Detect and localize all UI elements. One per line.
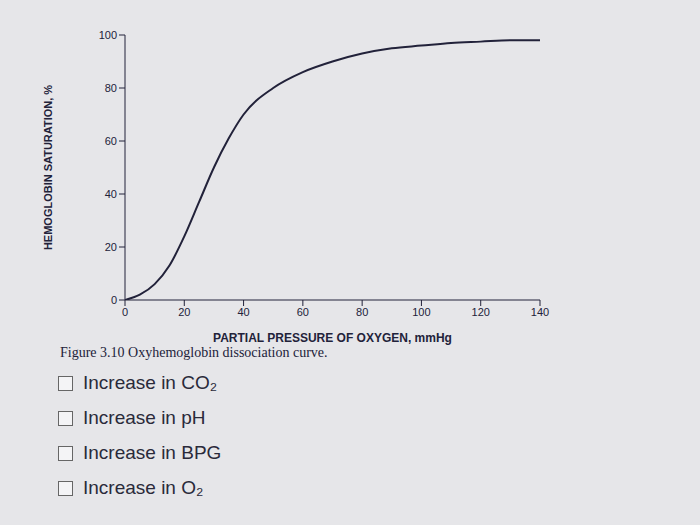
svg-text:80: 80 — [105, 82, 117, 94]
html-text:Increase in CO₂: Increase in CO₂ — [83, 372, 218, 393]
svg-text:80: 80 — [356, 306, 368, 318]
svg-text:60: 60 — [297, 306, 309, 318]
html-text:Increase in pH: Increase in pH — [83, 407, 206, 428]
svg-text:40: 40 — [105, 188, 117, 200]
svg-text:0: 0 — [122, 306, 128, 318]
svg-text:100: 100 — [412, 306, 430, 318]
svg-text:120: 120 — [472, 306, 490, 318]
svg-text:HEMOGLOBIN SATURATION, %: HEMOGLOBIN SATURATION, % — [42, 85, 54, 250]
svg-text:20: 20 — [178, 306, 190, 318]
svg-text:PARTIAL PRESSURE OF OXYGEN, mm: PARTIAL PRESSURE OF OXYGEN, mmHg — [213, 331, 452, 345]
html-text:Figure 3.10 Oxyhemoglobin diss: Figure 3.10 Oxyhemoglobin dissociation c… — [60, 345, 328, 360]
svg-text:20: 20 — [105, 241, 117, 253]
svg-text:40: 40 — [237, 306, 249, 318]
svg-text:0: 0 — [111, 294, 117, 306]
svg-text:60: 60 — [105, 135, 117, 147]
html-text:Increase in O₂: Increase in O₂ — [83, 477, 204, 498]
html-text:Increase in BPG: Increase in BPG — [83, 442, 222, 463]
svg-text:100: 100 — [99, 29, 117, 41]
svg-text:140: 140 — [531, 306, 549, 318]
